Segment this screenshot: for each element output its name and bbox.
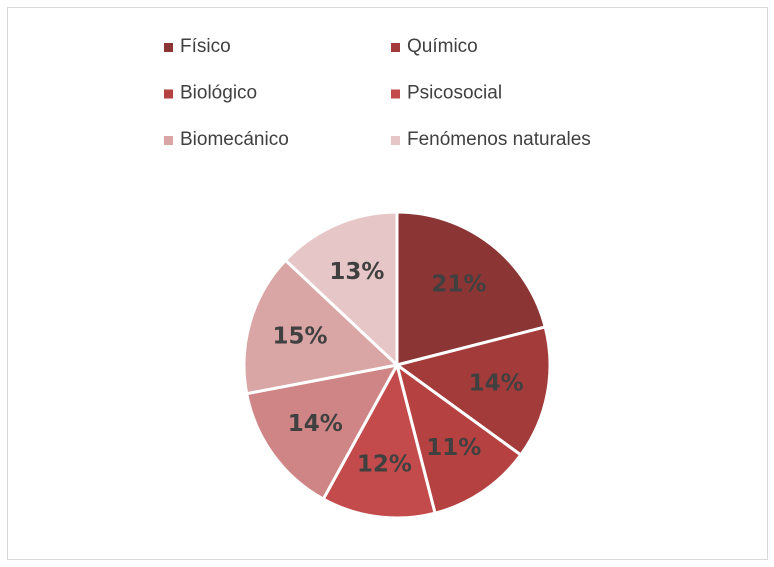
data-label: 15% bbox=[272, 323, 327, 349]
data-label: 14% bbox=[469, 370, 524, 396]
legend-marker bbox=[391, 89, 400, 99]
pie-slice bbox=[321, 360, 437, 520]
data-label: 13% bbox=[329, 259, 384, 285]
legend-marker bbox=[391, 43, 400, 52]
legend-label: Físico bbox=[180, 36, 231, 57]
legend-label: Biomecánico bbox=[180, 129, 289, 150]
data-label: 11% bbox=[426, 435, 481, 461]
legend-marker bbox=[164, 136, 173, 145]
legend-marker bbox=[164, 43, 173, 52]
legend-marker bbox=[164, 89, 173, 99]
legend-label: Psicosocial bbox=[407, 83, 502, 104]
legend-label: Biológico bbox=[180, 83, 257, 104]
pie-slice bbox=[244, 362, 400, 502]
data-label: 12% bbox=[357, 452, 412, 478]
pie-slice bbox=[283, 210, 399, 369]
data-label: 14% bbox=[288, 411, 343, 437]
pie-slice bbox=[242, 258, 401, 396]
legend-marker bbox=[391, 136, 400, 145]
legend-label: Fenómenos naturales bbox=[407, 129, 591, 150]
data-label: 21% bbox=[431, 272, 486, 298]
pie-slice bbox=[393, 325, 552, 458]
pie-slice bbox=[394, 361, 523, 516]
legend-label: Químico bbox=[407, 36, 478, 57]
pie-slice bbox=[395, 210, 548, 367]
